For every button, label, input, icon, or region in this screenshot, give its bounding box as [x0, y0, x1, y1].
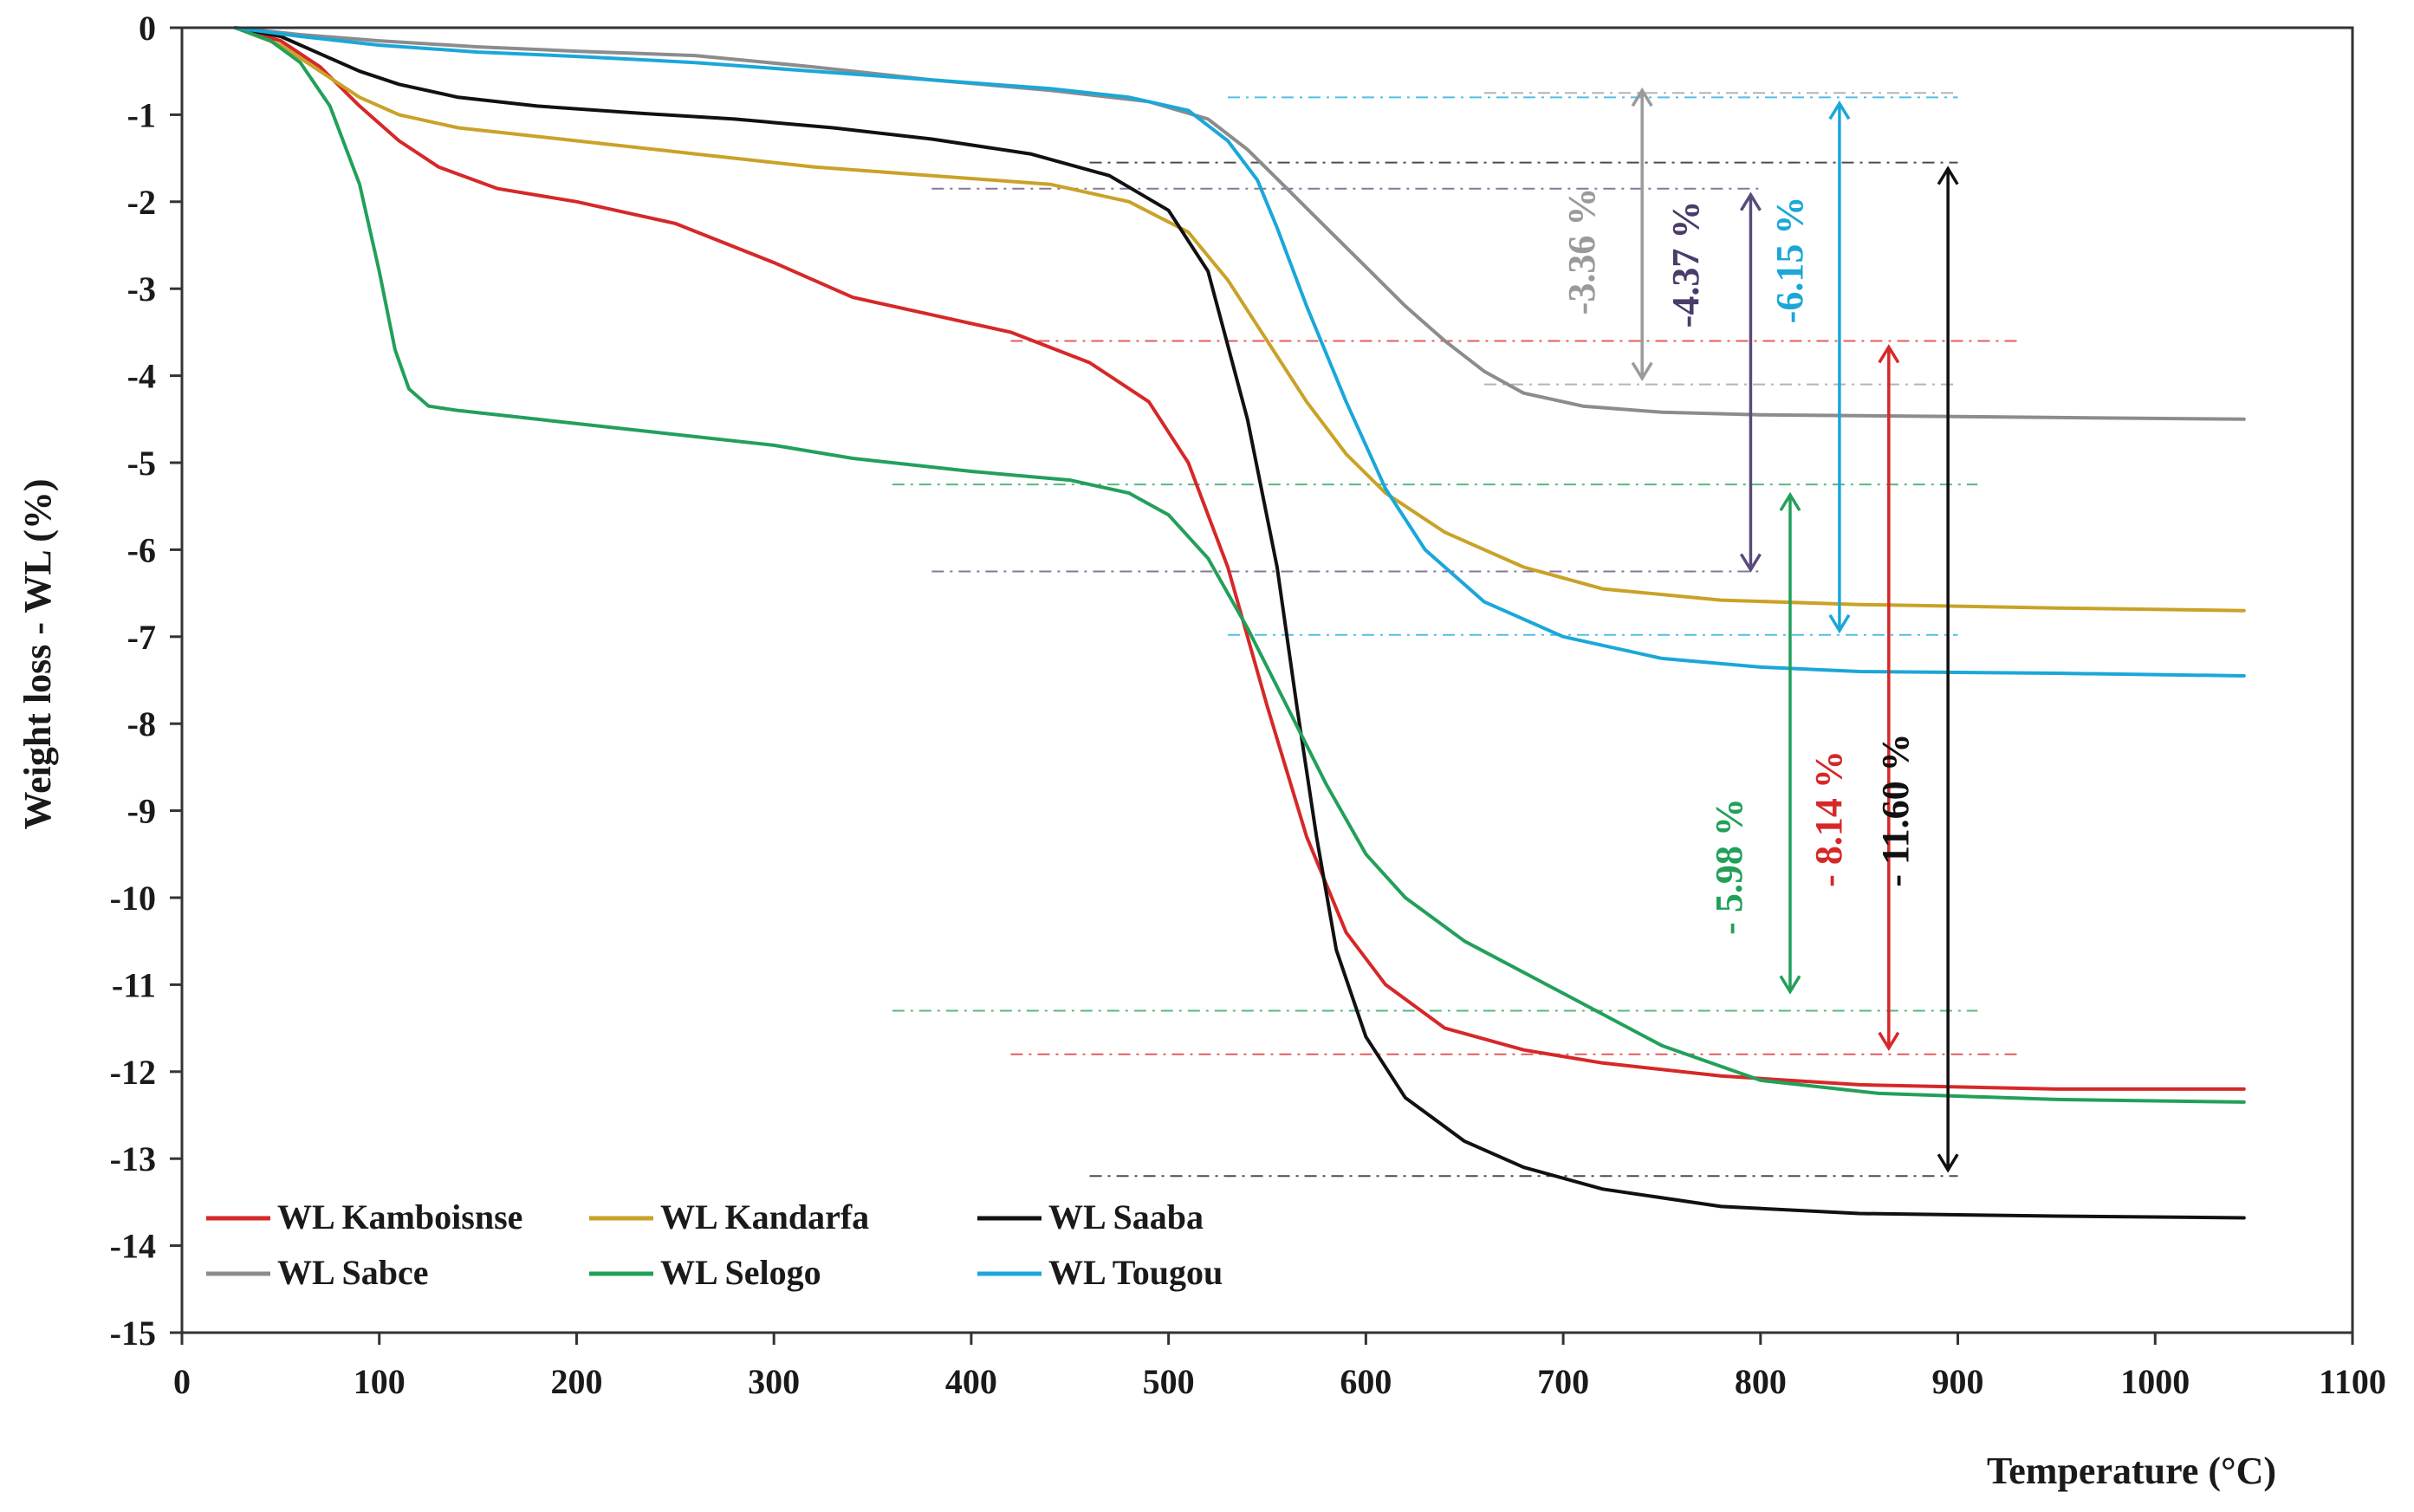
axis-ticks: 0 100 200 300 400 500 600 700 800 900 1000 1100 0 -1 -… [110, 9, 2386, 1401]
annotation-label: -4.37 % [1664, 201, 1707, 328]
annotation-label: -6.15 % [1768, 197, 1811, 324]
annotation-label: -3.36 % [1561, 188, 1603, 315]
legend-label: WL Selogo [660, 1253, 821, 1292]
x-tick-label: 200 [550, 1362, 602, 1401]
y-tick-label: 0 [139, 9, 156, 48]
series-layer [233, 26, 2246, 1220]
y-tick-label: -3 [127, 269, 156, 308]
annotation-arrow [1878, 344, 1900, 1052]
y-tick-label: -14 [110, 1227, 156, 1266]
y-tick-label: -11 [112, 965, 156, 1004]
annotation-arrow [1937, 165, 1959, 1173]
annotation-label: - 5.98 % [1708, 798, 1750, 935]
y-axis-title: Weight loss - WL (%) [16, 478, 59, 829]
x-tick-label: 600 [1340, 1362, 1392, 1401]
annotation-arrow [1828, 100, 1851, 634]
y-tick-label: -6 [127, 530, 156, 569]
x-tick-label: 1100 [2319, 1362, 2386, 1401]
annotation-arrow [1779, 491, 1801, 995]
legend-label: WL Tougou [1048, 1253, 1223, 1292]
y-tick-label: -12 [110, 1053, 156, 1092]
y-tick-label: -7 [127, 618, 156, 657]
x-tick-label: 1000 [2120, 1362, 2190, 1401]
legend-label: WL Saaba [1048, 1197, 1204, 1236]
y-tick-label: -10 [110, 879, 156, 918]
legend-label: WL Kamboisnse [277, 1197, 522, 1236]
legend-label: WL Kandarfa [660, 1197, 869, 1236]
x-axis-title: Temperature (°C) [1987, 1450, 2276, 1492]
y-tick-label: -15 [110, 1314, 156, 1353]
x-tick-label: 100 [354, 1362, 406, 1401]
x-tick-label: 800 [1735, 1362, 1787, 1401]
series-line-wl-sabce [233, 26, 2246, 421]
annotation-layer: -3.36 % -4.37 % -6.15 % - 5.98 % - 8.14 % - 1… [1561, 87, 1959, 1173]
plot-frame [180, 26, 2354, 1334]
y-tick-label: -13 [110, 1139, 156, 1178]
series-line-wl-kandarfa [233, 26, 2246, 613]
x-tick-label: 400 [945, 1362, 997, 1401]
y-tick-label: -9 [127, 792, 156, 831]
series-line-wl-saaba [233, 26, 2246, 1220]
y-tick-label: -8 [127, 704, 156, 743]
reference-dashed-lines [892, 92, 2017, 1178]
series-line-wl-selogo [233, 26, 2246, 1104]
annotation-arrow [1739, 191, 1762, 573]
x-tick-label: 700 [1537, 1362, 1589, 1401]
series-line-wl-kamboisnse [233, 26, 2246, 1091]
series-line-wl-tougou [233, 26, 2246, 678]
y-tick-label: -5 [127, 444, 156, 483]
annotation-label: - 8.14 % [1807, 750, 1850, 887]
x-tick-label: 500 [1143, 1362, 1195, 1401]
y-tick-label: -4 [127, 357, 156, 396]
y-tick-label: -1 [127, 95, 156, 134]
y-tick-label: -2 [127, 183, 156, 222]
legend-label: WL Sabce [277, 1253, 428, 1292]
x-tick-label: 900 [1932, 1362, 1984, 1401]
x-tick-label: 0 [173, 1362, 191, 1401]
annotation-label: - 11.60 % [1874, 733, 1917, 886]
annotation-arrow [1631, 87, 1653, 381]
x-tick-label: 300 [748, 1362, 800, 1401]
legend: WL Kamboisnse WL Kandarfa WL Saaba WL Sabce… [206, 1197, 1223, 1292]
